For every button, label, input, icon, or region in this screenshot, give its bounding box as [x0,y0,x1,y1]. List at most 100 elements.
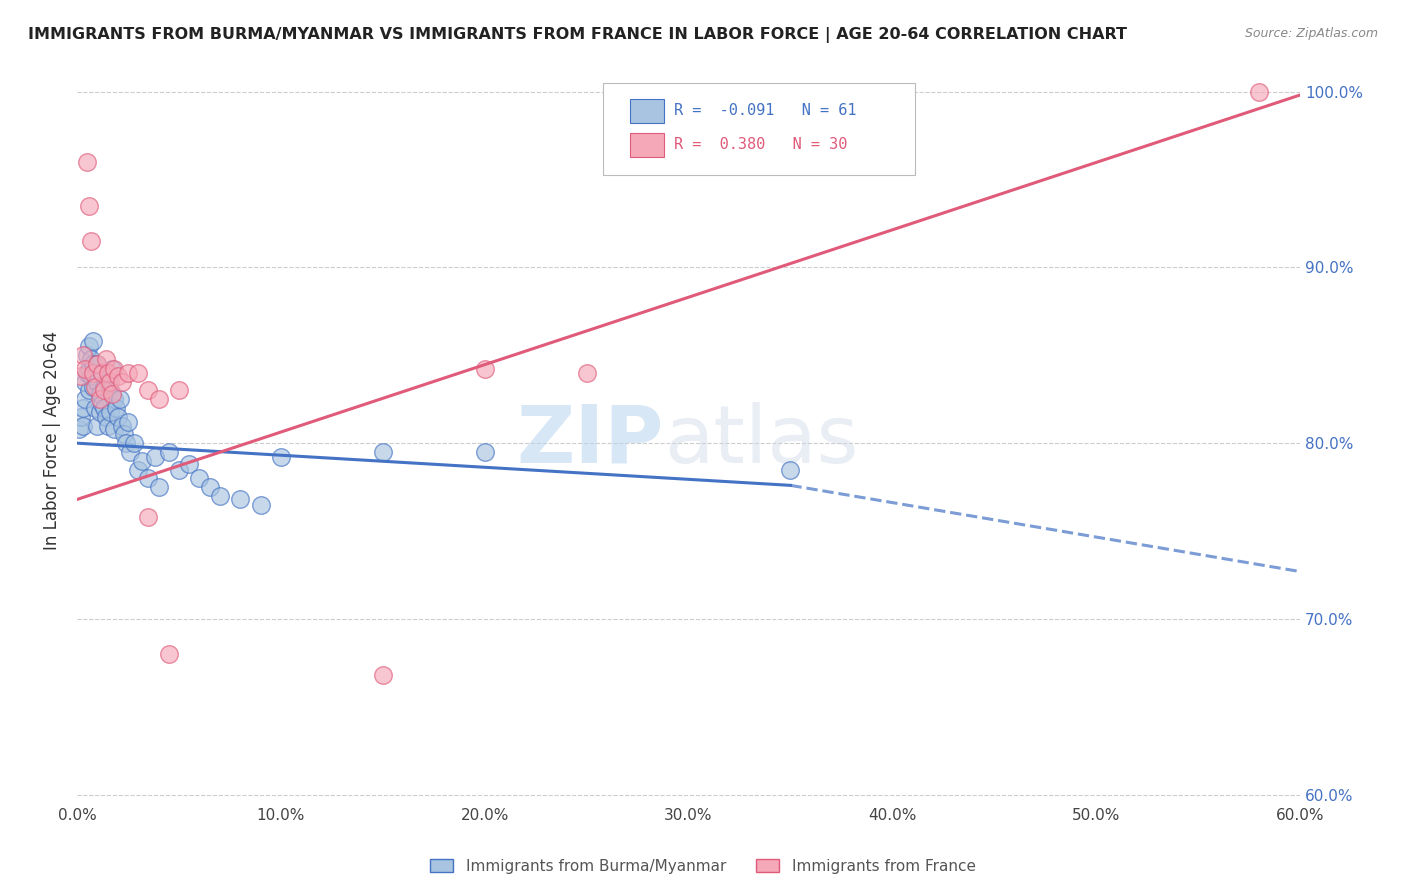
Point [779,462,801,476]
Point [86,375,108,389]
Point [82,366,104,380]
Point [79,384,101,398]
Point [93,384,115,398]
Point [371,668,394,682]
Point [97,366,120,380]
Point [72,401,94,415]
Point [75,392,97,407]
Point [179,457,201,471]
Point [93,401,115,415]
Point [117,366,139,380]
Point [98,375,121,389]
Point [112,427,135,442]
Point [75,375,97,389]
Point [208,489,231,503]
Point [90,397,112,411]
Point [111,375,134,389]
Point [93,380,115,394]
Point [76,366,98,380]
Point [86,357,108,371]
Point [157,647,180,661]
Point [103,362,125,376]
Point [72,348,94,362]
Point [80,351,103,366]
Point [67,422,90,436]
Point [97,375,120,389]
Point [100,387,122,401]
Point [70,409,93,424]
Point [107,369,129,384]
Point [86,357,108,371]
Point [115,436,138,450]
Point [1249,85,1271,99]
Point [89,387,111,401]
FancyBboxPatch shape [603,83,915,176]
Point [117,415,139,429]
Point [97,418,120,433]
Point [108,392,131,407]
Point [103,422,125,436]
Point [474,445,496,459]
Point [75,362,97,376]
Point [84,380,107,394]
Point [371,445,394,459]
Bar [630,134,664,157]
Text: Source: ZipAtlas.com: Source: ZipAtlas.com [1244,27,1378,40]
Point [270,450,292,465]
Bar [630,99,664,123]
Point [188,471,211,485]
Text: ZIP: ZIP [517,401,664,480]
Point [100,362,122,376]
Point [131,454,153,468]
Text: atlas: atlas [664,401,859,480]
Point [82,357,104,371]
Point [84,369,107,384]
Y-axis label: In Labor Force | Age 20-64: In Labor Force | Age 20-64 [44,331,60,550]
Point [138,384,160,398]
Point [90,366,112,380]
Text: R =  0.380   N = 30: R = 0.380 N = 30 [673,137,848,153]
Text: IMMIGRANTS FROM BURMA/MYANMAR VS IMMIGRANTS FROM FRANCE IN LABOR FORCE | AGE 20-: IMMIGRANTS FROM BURMA/MYANMAR VS IMMIGRA… [28,27,1128,43]
Point [76,154,98,169]
Point [229,492,252,507]
Point [138,510,160,524]
Point [104,401,127,415]
Point [98,404,121,418]
Point [111,418,134,433]
Point [80,234,103,248]
Point [79,362,101,376]
Point [148,392,170,407]
Point [103,392,125,407]
Point [94,409,117,424]
Point [157,445,180,459]
Point [98,384,121,398]
Legend: Immigrants from Burma/Myanmar, Immigrants from France: Immigrants from Burma/Myanmar, Immigrant… [425,853,981,880]
Point [138,471,160,485]
Point [82,380,104,394]
Point [89,392,111,407]
Point [127,366,149,380]
Point [575,366,598,380]
Text: R =  -0.091   N = 61: R = -0.091 N = 61 [673,103,856,119]
Point [76,348,98,362]
Point [90,366,112,380]
Point [70,369,93,384]
Point [120,445,142,459]
Point [148,480,170,494]
Point [82,334,104,348]
Point [89,404,111,418]
Point [122,436,145,450]
Point [72,418,94,433]
Point [79,339,101,353]
Point [107,409,129,424]
Point [474,362,496,376]
Point [143,450,166,465]
Point [86,418,108,433]
Point [80,369,103,384]
Point [127,462,149,476]
Point [79,199,101,213]
Point [249,498,271,512]
Point [198,480,221,494]
Point [167,384,190,398]
Point [84,401,107,415]
